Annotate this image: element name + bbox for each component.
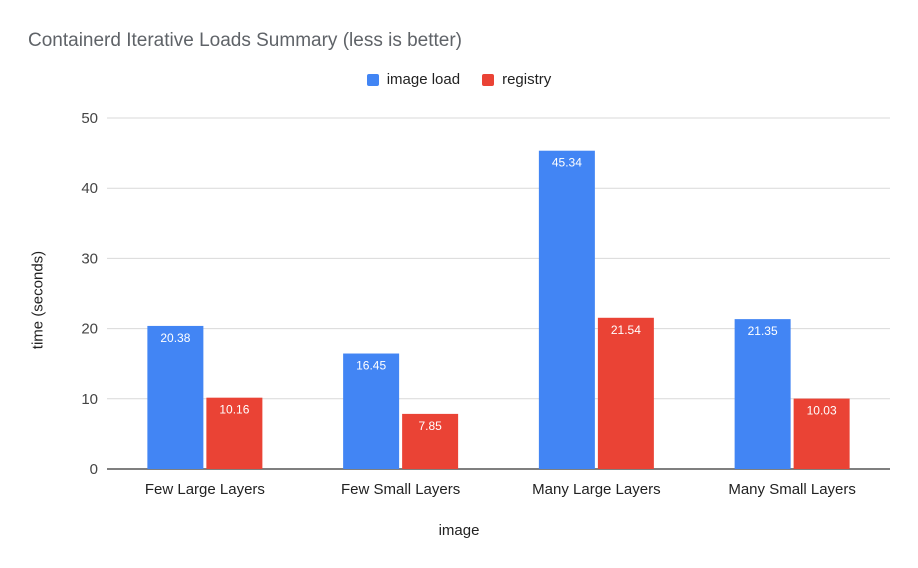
y-tick-label: 30 [81, 250, 98, 267]
legend-item-image-load: image load [366, 71, 461, 88]
x-tick-label: Many Large Layers [532, 481, 660, 498]
legend-label-image-load: image load [386, 71, 461, 88]
y-tick-label: 20 [81, 321, 98, 338]
data-label: 20.38 [160, 331, 190, 345]
legend-item-registry: registry [482, 71, 551, 88]
bar [343, 353, 400, 469]
x-tick-label: Many Small Layers [728, 481, 856, 498]
legend-label-registry: registry [502, 71, 552, 88]
data-label: 45.34 [552, 156, 582, 170]
legend-swatch-registry [482, 73, 495, 86]
bar [402, 413, 459, 469]
y-tick-label: 40 [81, 180, 98, 197]
bar [538, 150, 595, 469]
y-tick-label: 0 [90, 461, 98, 478]
bar [147, 325, 204, 469]
data-label: 10.16 [219, 403, 249, 417]
chart-title: Containerd Iterative Loads Summary (less… [28, 30, 463, 51]
y-tick-label: 10 [81, 391, 98, 408]
legend-swatch-image-load [366, 73, 379, 86]
x-tick-label: Few Small Layers [341, 481, 460, 498]
bar [734, 319, 791, 469]
legend: image load registry [0, 71, 918, 88]
data-label: 21.54 [611, 323, 641, 337]
y-tick-label: 50 [81, 110, 98, 127]
data-label: 21.35 [748, 324, 778, 338]
bar [597, 317, 654, 469]
data-label: 10.03 [807, 404, 837, 418]
data-label: 16.45 [356, 359, 386, 373]
data-label: 7.85 [418, 419, 442, 433]
x-axis-label: image [438, 522, 480, 539]
bar [793, 398, 850, 469]
x-tick-label: Few Large Layers [145, 481, 265, 498]
bar [206, 397, 263, 469]
